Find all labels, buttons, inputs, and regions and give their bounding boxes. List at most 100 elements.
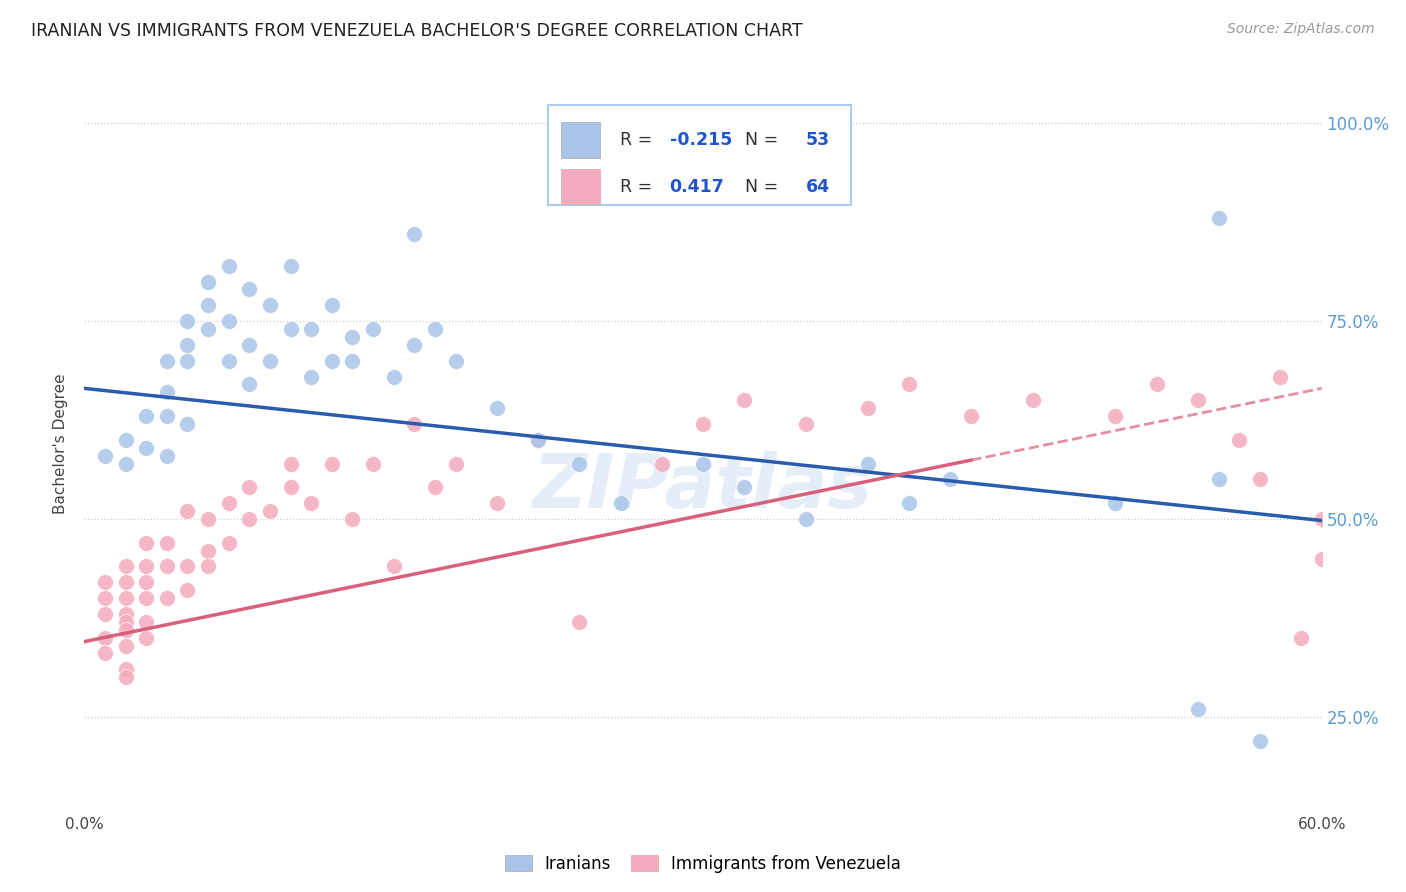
- Point: [299, 496, 322, 510]
- Point: [238, 283, 260, 297]
- Point: [135, 575, 157, 590]
- Point: [404, 417, 426, 431]
- Point: [280, 259, 302, 273]
- Point: [176, 314, 198, 328]
- Point: [218, 353, 240, 368]
- Point: [1022, 393, 1045, 408]
- Point: [1208, 472, 1230, 486]
- Point: [568, 457, 591, 471]
- FancyBboxPatch shape: [548, 105, 852, 204]
- Point: [651, 457, 673, 471]
- Point: [114, 591, 136, 605]
- Point: [218, 259, 240, 273]
- Point: [939, 472, 962, 486]
- Point: [94, 631, 117, 645]
- Point: [114, 457, 136, 471]
- Point: [238, 338, 260, 352]
- Point: [794, 417, 817, 431]
- Point: [114, 662, 136, 676]
- Text: 53: 53: [806, 131, 830, 149]
- Point: [342, 330, 364, 344]
- Point: [197, 543, 219, 558]
- Point: [94, 647, 117, 661]
- Point: [135, 591, 157, 605]
- Point: [568, 615, 591, 629]
- Point: [156, 535, 179, 549]
- Point: [342, 353, 364, 368]
- Point: [485, 401, 508, 416]
- Point: [321, 298, 343, 312]
- Text: 0.417: 0.417: [669, 178, 724, 195]
- Point: [114, 559, 136, 574]
- Point: [609, 496, 631, 510]
- Point: [1187, 702, 1209, 716]
- Point: [94, 449, 117, 463]
- Point: [404, 338, 426, 352]
- Point: [197, 512, 219, 526]
- Point: [856, 457, 879, 471]
- FancyBboxPatch shape: [561, 169, 600, 204]
- Text: 64: 64: [806, 178, 830, 195]
- Point: [1310, 551, 1333, 566]
- Point: [692, 457, 714, 471]
- Point: [94, 607, 117, 621]
- Point: [218, 535, 240, 549]
- Point: [218, 496, 240, 510]
- Point: [197, 322, 219, 336]
- Point: [1208, 211, 1230, 226]
- FancyBboxPatch shape: [561, 122, 600, 158]
- Point: [1227, 433, 1250, 447]
- Point: [114, 623, 136, 637]
- Point: [733, 480, 755, 494]
- Point: [114, 615, 136, 629]
- Point: [382, 559, 405, 574]
- Point: [527, 433, 550, 447]
- Point: [176, 559, 198, 574]
- Point: [1146, 377, 1168, 392]
- Point: [238, 377, 260, 392]
- Point: [259, 353, 281, 368]
- Point: [1104, 496, 1126, 510]
- Point: [156, 559, 179, 574]
- Point: [361, 457, 384, 471]
- Text: Source: ZipAtlas.com: Source: ZipAtlas.com: [1227, 22, 1375, 37]
- Point: [382, 369, 405, 384]
- Point: [156, 409, 179, 423]
- Point: [1310, 512, 1333, 526]
- Point: [280, 480, 302, 494]
- Text: N =: N =: [734, 131, 783, 149]
- Point: [259, 298, 281, 312]
- Point: [299, 322, 322, 336]
- Point: [1289, 631, 1312, 645]
- Point: [1270, 369, 1292, 384]
- Point: [299, 369, 322, 384]
- Point: [1187, 393, 1209, 408]
- Point: [197, 275, 219, 289]
- Point: [156, 385, 179, 400]
- Text: R =: R =: [620, 131, 658, 149]
- Point: [342, 512, 364, 526]
- Text: IRANIAN VS IMMIGRANTS FROM VENEZUELA BACHELOR'S DEGREE CORRELATION CHART: IRANIAN VS IMMIGRANTS FROM VENEZUELA BAC…: [31, 22, 803, 40]
- Legend: Iranians, Immigrants from Venezuela: Iranians, Immigrants from Venezuela: [498, 848, 908, 880]
- Point: [361, 322, 384, 336]
- Point: [527, 433, 550, 447]
- Point: [444, 353, 467, 368]
- Point: [176, 353, 198, 368]
- Point: [197, 559, 219, 574]
- Point: [114, 670, 136, 684]
- Point: [898, 377, 921, 392]
- Point: [135, 409, 157, 423]
- Point: [321, 457, 343, 471]
- Point: [280, 457, 302, 471]
- Point: [218, 314, 240, 328]
- Point: [135, 615, 157, 629]
- Point: [321, 353, 343, 368]
- Point: [485, 496, 508, 510]
- Point: [114, 639, 136, 653]
- Point: [238, 512, 260, 526]
- Point: [733, 393, 755, 408]
- Point: [176, 583, 198, 598]
- Point: [156, 449, 179, 463]
- Point: [135, 441, 157, 455]
- Text: -0.215: -0.215: [669, 131, 733, 149]
